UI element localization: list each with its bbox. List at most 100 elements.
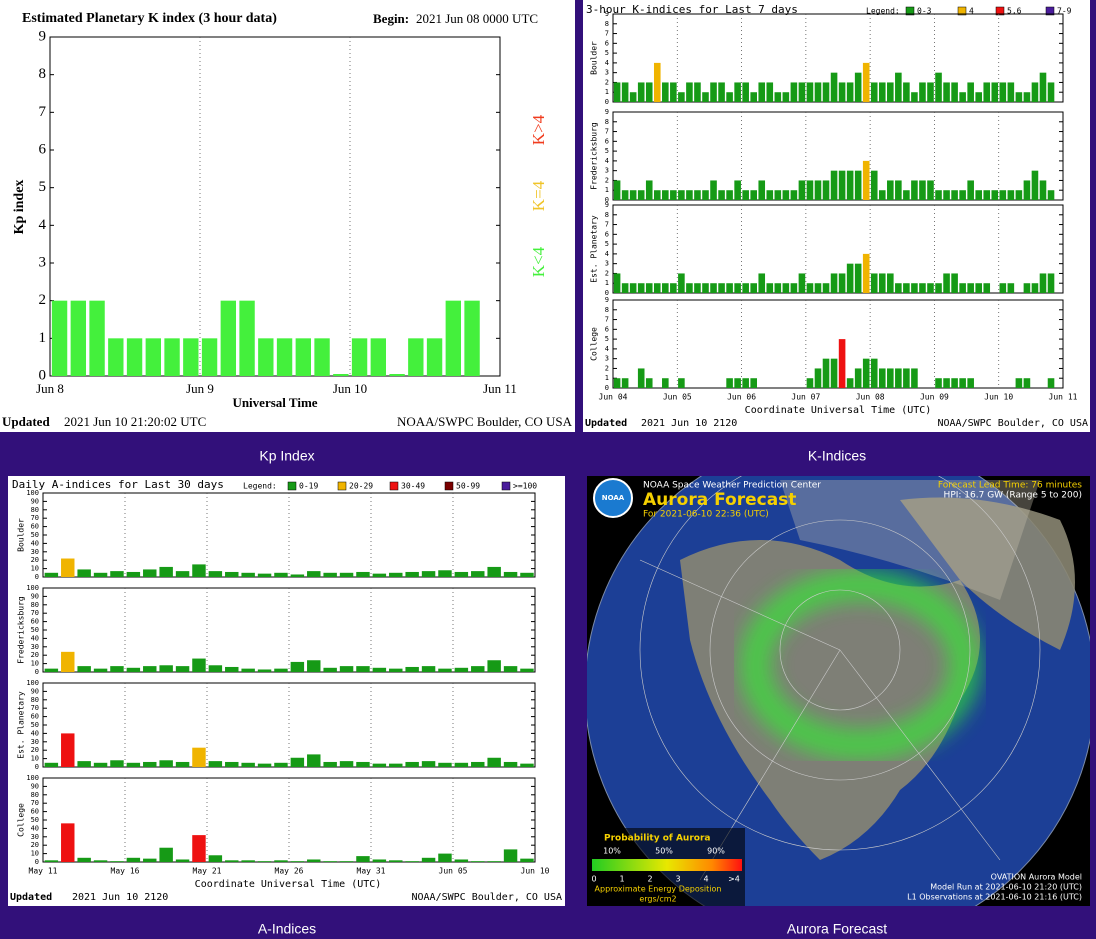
bar [145, 338, 161, 376]
bar [951, 82, 958, 102]
bar [798, 273, 806, 293]
bar [678, 92, 685, 102]
bar [645, 82, 653, 102]
caption[interactable]: K-Indices [808, 448, 866, 464]
bar [159, 665, 173, 672]
bar [208, 665, 223, 672]
bar [670, 82, 677, 102]
y-tick-label: 0 [35, 858, 39, 866]
y-tick-label: 50 [31, 816, 39, 824]
bar [959, 190, 966, 200]
x-tick-label: Jun 08 [856, 393, 885, 402]
color-bar [592, 859, 742, 871]
bar [351, 338, 368, 376]
bar [503, 761, 518, 767]
bar [806, 82, 814, 102]
bar [621, 82, 629, 102]
bar [878, 273, 886, 293]
legend-swatch [905, 6, 915, 16]
y-tick-label: 80 [31, 506, 39, 514]
legend-label: 0-3 [917, 7, 932, 16]
bar [520, 668, 534, 672]
bar [645, 283, 653, 293]
series-name: Boulder [17, 518, 26, 552]
bar [637, 82, 645, 102]
bar [77, 666, 91, 672]
bar [662, 82, 669, 102]
y-tick-label: 9 [605, 296, 609, 304]
bar [225, 860, 239, 862]
bar [70, 300, 86, 376]
bar [895, 283, 902, 293]
legend-label: K=4 [529, 180, 548, 211]
y-tick-label: 0 [605, 384, 609, 392]
x-tick-label: Jun 06 [727, 393, 756, 402]
y-tick-label: 30 [31, 738, 39, 746]
legend-label: 7-9 [1057, 7, 1072, 16]
x-label: Coordinate Universal Time (UTC) [195, 879, 382, 890]
bar [662, 190, 669, 200]
caption[interactable]: A-Indices [258, 921, 316, 937]
title: Estimated Planetary K index (3 hour data… [22, 11, 277, 26]
y-tick-label: 80 [31, 696, 39, 704]
bar [1047, 190, 1055, 200]
y-tick-label: 40 [31, 729, 39, 737]
bar [1023, 283, 1031, 293]
y-tick-label: 70 [31, 799, 39, 807]
x-tick-label: May 21 [193, 867, 222, 876]
x-tick-label: Jun 10 [333, 381, 367, 396]
bar [239, 300, 255, 376]
caption[interactable]: Kp Index [259, 448, 314, 464]
bar [93, 572, 108, 577]
bar [314, 338, 330, 376]
graticule [709, 519, 971, 781]
y-tick-label: 0 [605, 196, 609, 204]
bar [718, 190, 725, 200]
y-tick-label: 30 [31, 833, 39, 841]
bar [1007, 82, 1015, 102]
series-name: Fredericksburg [590, 122, 599, 190]
bar [372, 859, 387, 862]
bar [870, 82, 878, 102]
y-tick-label: 7 [39, 104, 47, 120]
bar [323, 572, 337, 577]
bar [742, 378, 749, 388]
bar [208, 761, 223, 767]
y-tick-label: 4 [605, 250, 609, 258]
y-tick-label: 9 [605, 201, 609, 209]
y-tick-label: 6 [605, 230, 609, 238]
legend-label: 0-19 [299, 482, 318, 491]
bar [126, 762, 141, 767]
aurora-map [587, 476, 1090, 906]
bar [438, 762, 452, 767]
caption[interactable]: Aurora Forecast [787, 921, 887, 937]
bar [126, 857, 141, 862]
bar [878, 190, 886, 200]
bar [257, 763, 272, 767]
bar [854, 263, 862, 293]
bar [975, 92, 982, 102]
bar [339, 861, 354, 862]
bar [774, 283, 782, 293]
bar [89, 300, 105, 376]
bar [822, 82, 830, 102]
y-tick-label: 6 [39, 141, 47, 157]
x-tick-label: Jun 07 [791, 393, 820, 402]
bar [846, 378, 854, 388]
bar [108, 338, 124, 376]
percent-tick: 90% [707, 847, 725, 856]
bar [734, 378, 741, 388]
bar [686, 283, 693, 293]
bar [967, 180, 974, 200]
bar [967, 378, 974, 388]
x-tick-label: Jun 9 [186, 381, 214, 396]
x-tick-label: Jun 11 [1049, 393, 1078, 402]
y-tick-label: 60 [31, 713, 39, 721]
bar [694, 283, 701, 293]
bar [323, 667, 337, 672]
bar [372, 573, 387, 577]
begin-label: Begin: [373, 11, 409, 26]
bar [159, 847, 173, 862]
bar [878, 368, 886, 388]
updated-label: Updated [10, 892, 52, 903]
